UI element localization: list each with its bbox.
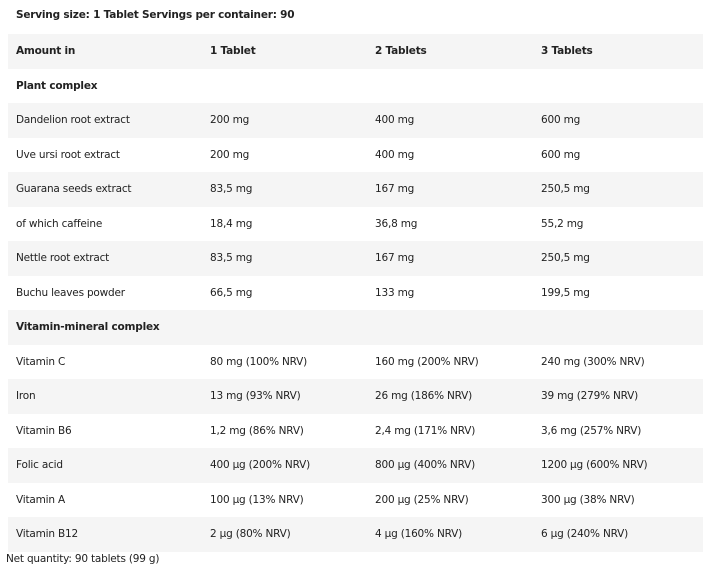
table-cell: Folic acid: [16, 459, 63, 472]
table-cell: 83,5 mg: [210, 183, 253, 196]
table-cell: [210, 310, 375, 345]
table-cell: 200 mg: [210, 148, 250, 161]
table-row: Uve ursi root extract 200 mg 400 mg 600 mg: [8, 138, 703, 173]
table-row: of which caffeine 18,4 mg 36,8 mg 55,2 mg: [8, 207, 703, 242]
table-cell: 36,8 mg: [375, 217, 418, 230]
table-cell: 199,5 mg: [541, 286, 590, 299]
table-cell: [541, 69, 703, 104]
table-cell: Vitamin-mineral complex: [16, 321, 160, 334]
table-cell: Vitamin B6: [16, 424, 72, 437]
table-cell: 400 mg: [375, 114, 415, 127]
table-cell: Iron: [16, 390, 36, 403]
table-cell: [375, 310, 541, 345]
table-cell: 300 µg (38% NRV): [541, 493, 635, 506]
table-cell: of which caffeine: [16, 217, 103, 230]
table-cell: 18,4 mg: [210, 217, 253, 230]
table-cell: 100 µg (13% NRV): [210, 493, 304, 506]
table-cell: 200 µg (25% NRV): [375, 493, 469, 506]
table-cell: 6 µg (240% NRV): [541, 528, 629, 541]
table-row: Nettle root extract 83,5 mg 167 mg 250,5 mg: [8, 241, 703, 276]
table-row: Folic acid 400 µg (200% NRV) 800 µg (400% …: [8, 448, 703, 483]
table-cell: Guarana seeds extract: [16, 183, 132, 196]
table-cell: 250,5 mg: [541, 183, 590, 196]
table-cell: 600 mg: [541, 114, 581, 127]
net-quantity: Net quantity: 90 tablets (99 g): [6, 553, 160, 565]
section-row: Plant complex: [8, 69, 703, 104]
table-header-row: Amount in 1 Tablet 2 Tablets 3 Tablets: [8, 34, 703, 69]
table-cell: 400 µg (200% NRV): [210, 459, 310, 472]
serving-info: Serving size: 1 Tablet Servings per cont…: [16, 9, 295, 21]
table-cell: 1,2 mg (86% NRV): [210, 424, 304, 437]
table-cell: Buchu leaves powder: [16, 286, 125, 299]
table-row: Buchu leaves powder 66,5 mg 133 mg 199,5 mg: [8, 276, 703, 311]
table-cell: 160 mg (200% NRV): [375, 355, 479, 368]
table-cell: 1200 µg (600% NRV): [541, 459, 648, 472]
header-cell: 3 Tablets: [541, 45, 593, 58]
table-row: Vitamin C 80 mg (100% NRV) 160 mg (200% NR…: [8, 345, 703, 380]
table-row: Vitamin B6 1,2 mg (86% NRV) 2,4 mg (171% N…: [8, 414, 703, 449]
table-row: Vitamin B12 2 µg (80% NRV) 4 µg (160% NRV)…: [8, 517, 703, 552]
header-cell: 2 Tablets: [375, 45, 427, 58]
table-cell: 133 mg: [375, 286, 415, 299]
header-cell: Amount in: [16, 45, 76, 58]
table-cell: 240 mg (300% NRV): [541, 355, 645, 368]
table-cell: 600 mg: [541, 148, 581, 161]
table-cell: [375, 69, 541, 104]
table-cell: 83,5 mg: [210, 252, 253, 265]
table-cell: 4 µg (160% NRV): [375, 528, 463, 541]
table-row: Dandelion root extract 200 mg 400 mg 600 mg: [8, 103, 703, 138]
table-cell: 80 mg (100% NRV): [210, 355, 308, 368]
table-cell: 66,5 mg: [210, 286, 253, 299]
table-cell: 200 mg: [210, 114, 250, 127]
table-cell: [541, 310, 703, 345]
table-cell: 39 mg (279% NRV): [541, 390, 639, 403]
table-row: Iron 13 mg (93% NRV) 26 mg (186% NRV) 39 mg…: [8, 379, 703, 414]
nutrition-table: Amount in 1 Tablet 2 Tablets 3 Tablets P…: [8, 34, 703, 552]
table-cell: 26 mg (186% NRV): [375, 390, 473, 403]
table-cell: Uve ursi root extract: [16, 148, 120, 161]
table-row: Guarana seeds extract 83,5 mg 167 mg 250,5 …: [8, 172, 703, 207]
table-cell: [210, 69, 375, 104]
table-cell: 167 mg: [375, 252, 415, 265]
table-cell: 250,5 mg: [541, 252, 590, 265]
table-cell: Vitamin C: [16, 355, 66, 368]
table-cell: 55,2 mg: [541, 217, 584, 230]
section-row: Vitamin-mineral complex: [8, 310, 703, 345]
table-cell: 167 mg: [375, 183, 415, 196]
table-cell: Dandelion root extract: [16, 114, 130, 127]
table-cell: Nettle root extract: [16, 252, 110, 265]
header-cell: 1 Tablet: [210, 45, 256, 58]
table-cell: 2,4 mg (171% NRV): [375, 424, 476, 437]
table-cell: 13 mg (93% NRV): [210, 390, 301, 403]
table-cell: 2 µg (80% NRV): [210, 528, 291, 541]
table-cell: 400 mg: [375, 148, 415, 161]
table-cell: 800 µg (400% NRV): [375, 459, 475, 472]
table-cell: 3,6 mg (257% NRV): [541, 424, 642, 437]
table-row: Vitamin A 100 µg (13% NRV) 200 µg (25% NRV…: [8, 483, 703, 518]
table-cell: Vitamin B12: [16, 528, 78, 541]
table-cell: Plant complex: [16, 79, 98, 92]
table-cell: Vitamin A: [16, 493, 65, 506]
